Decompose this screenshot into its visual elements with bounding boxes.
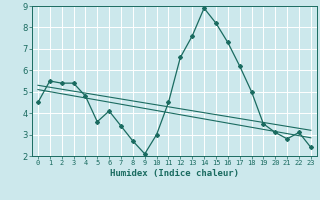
X-axis label: Humidex (Indice chaleur): Humidex (Indice chaleur) [110, 169, 239, 178]
